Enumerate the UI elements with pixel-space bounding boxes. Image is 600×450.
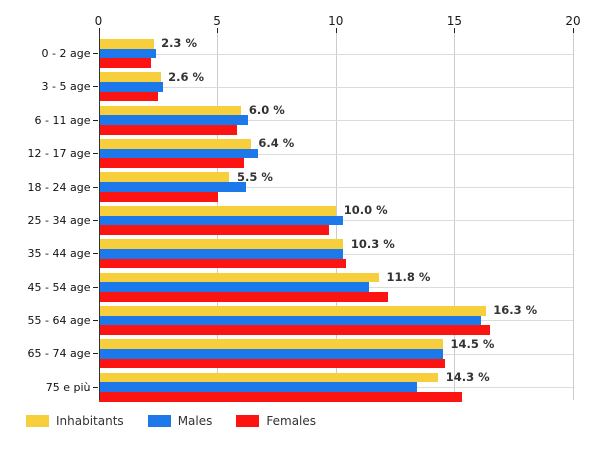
bar-females: [99, 291, 389, 302]
y-axis-tick: [93, 319, 98, 321]
category-grid-line: [98, 120, 573, 122]
bar-inhabitants: [99, 139, 251, 149]
bar-males: [99, 82, 164, 92]
bar-females: [99, 91, 159, 102]
legend-label: Inhabitants: [56, 414, 124, 428]
bar-inhabitants: [99, 105, 242, 116]
bar-females: [99, 358, 446, 369]
bar-value-label: 2.3 %: [161, 36, 197, 51]
y-axis-category-label: 25 - 34 age: [27, 213, 91, 227]
legend-swatch-inhabitants: [26, 415, 49, 427]
category-grid-line: [98, 153, 573, 155]
bar-inhabitants: [99, 372, 439, 383]
bar-value-label: 5.5 %: [236, 169, 273, 184]
legend-item: Males: [147, 414, 213, 428]
bar-inhabitants: [99, 205, 337, 216]
y-axis-tick: [93, 153, 98, 155]
bar-value-label: 11.8 %: [386, 269, 431, 284]
bar-females: [99, 191, 218, 202]
x-axis-tick-label: 5: [213, 14, 221, 28]
bar-females: [99, 58, 152, 69]
bar-males: [99, 382, 417, 393]
bar-value-label: 6.0 %: [248, 103, 285, 118]
category-grid-line: [98, 187, 573, 188]
bar-males: [99, 148, 258, 159]
y-axis-tick: [93, 186, 98, 188]
y-axis-tick: [93, 353, 98, 355]
x-axis-tick-label: 0: [94, 14, 103, 28]
bar-males: [99, 348, 443, 359]
y-axis-category-label: 3 - 5 age: [41, 80, 91, 94]
category-grid-line: [98, 53, 573, 55]
bar-females: [99, 158, 244, 169]
plot-area: 2.3 % 2.6 % 6.0 % 6.4 % 5.5 % 10.0 % 10.3 % 11.…: [98, 33, 574, 402]
bar-females: [99, 125, 237, 135]
bar-males: [99, 182, 247, 192]
y-axis-tick: [93, 286, 98, 288]
y-axis-category-label: 65 - 74 age: [27, 347, 91, 361]
bar-females: [99, 225, 330, 235]
legend-swatch-males: [147, 415, 171, 427]
bar-inhabitants: [99, 172, 230, 183]
bar-males: [99, 115, 249, 126]
bar-males: [99, 315, 481, 326]
legend-item: Inhabitants: [26, 414, 124, 428]
bar-males: [99, 48, 156, 59]
bar-males: [99, 248, 344, 259]
bar-value-label: 6.4 %: [258, 136, 295, 151]
legend: Inhabitants Males Females: [26, 414, 340, 428]
y-axis-tick: [93, 86, 98, 88]
bar-inhabitants: [99, 272, 379, 283]
bar-value-label: 2.6 %: [168, 69, 205, 84]
bar-value-label: 14.3 %: [445, 369, 490, 384]
y-axis-category-label: 45 - 54 age: [27, 280, 91, 294]
y-axis-tick: [93, 119, 98, 121]
y-axis-category-label: 75 e più: [45, 380, 91, 394]
y-axis-category-label: 55 - 64 age: [27, 313, 91, 327]
bar-value-label: 10.3 %: [350, 236, 395, 251]
category-grid-line: [98, 86, 573, 88]
bar-females: [99, 325, 491, 335]
legend-label: Males: [177, 414, 213, 428]
y-axis-category-label: 0 - 2 age: [41, 47, 91, 61]
bar-value-label: 14.5 %: [450, 336, 495, 351]
bar-females: [99, 392, 462, 402]
y-axis-category-label: 12 - 17 age: [27, 147, 91, 161]
y-axis-category-label: 6 - 11 age: [34, 113, 91, 127]
x-grid-line: [454, 33, 456, 400]
x-axis-tick-label: 20: [565, 14, 581, 28]
legend-label: Females: [266, 414, 317, 428]
bar-inhabitants: [99, 239, 344, 249]
y-axis-tick: [93, 253, 98, 255]
bar-inhabitants: [99, 305, 486, 316]
bar-males: [99, 282, 370, 292]
y-axis-tick: [93, 386, 98, 388]
y-axis-category-label: 18 - 24 age: [27, 180, 91, 194]
bar-females: [99, 258, 346, 269]
x-axis-tick-label: 15: [446, 14, 463, 28]
bar-value-label: 16.3 %: [493, 303, 538, 318]
x-axis-line: [98, 33, 100, 400]
bar-inhabitants: [99, 339, 443, 349]
x-grid-line: [573, 33, 574, 400]
bar-males: [99, 215, 344, 226]
y-axis-tick: [93, 219, 98, 221]
y-axis-category-label: 35 - 44 age: [27, 247, 91, 261]
bar-value-label: 10.0 %: [343, 203, 388, 218]
x-axis-tick-label: 10: [328, 14, 344, 28]
bar-inhabitants: [99, 39, 154, 49]
y-axis-tick: [93, 53, 98, 55]
legend-swatch-females: [236, 415, 260, 427]
legend-item: Females: [236, 414, 316, 428]
bar-inhabitants: [99, 72, 161, 83]
